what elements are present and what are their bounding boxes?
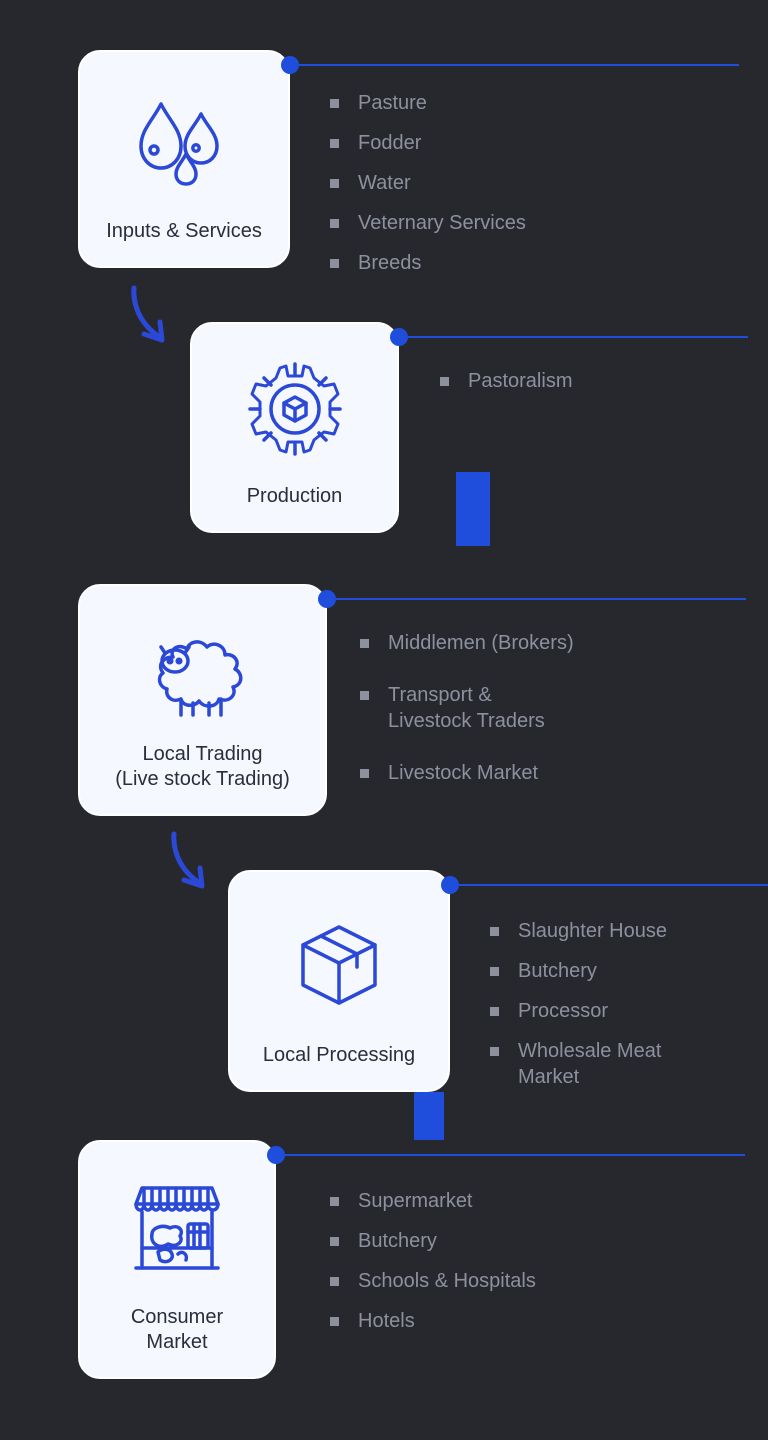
box-icon bbox=[289, 890, 389, 1035]
list-item: Schools & Hospitals bbox=[330, 1268, 536, 1294]
blue-bar bbox=[456, 472, 490, 546]
list-item: Fodder bbox=[330, 130, 526, 156]
stage-production: Production bbox=[190, 322, 399, 533]
list-item: Butchery bbox=[330, 1228, 536, 1254]
list-item: Water bbox=[330, 170, 526, 196]
stage-title: Inputs & Services bbox=[106, 219, 262, 244]
stage-title: Local Trading (Live stock Trading) bbox=[115, 742, 290, 792]
list-item: Processor bbox=[490, 998, 667, 1024]
stage-items-processing: Slaughter House Butchery Processor Whole… bbox=[490, 918, 667, 1104]
connector-dot bbox=[441, 876, 459, 894]
list-item: Pastoralism bbox=[440, 368, 572, 394]
list-item: Wholesale Meat Market bbox=[490, 1038, 667, 1090]
stage-inputs: Inputs & Services bbox=[78, 50, 290, 268]
stage-processing: Local Processing bbox=[228, 870, 450, 1092]
stage-title: Local Processing bbox=[263, 1043, 415, 1068]
list-item: Slaughter House bbox=[490, 918, 667, 944]
stage-items-consumer: Supermarket Butchery Schools & Hospitals… bbox=[330, 1188, 536, 1348]
list-item: Supermarket bbox=[330, 1188, 536, 1214]
blue-bar bbox=[414, 1092, 444, 1140]
list-item: Pasture bbox=[330, 90, 526, 116]
flow-arrow-icon bbox=[156, 830, 226, 900]
connector-dot bbox=[281, 56, 299, 74]
connector-line bbox=[408, 336, 748, 338]
gear-cube-icon bbox=[240, 342, 350, 476]
connector-dot bbox=[390, 328, 408, 346]
connector-dot bbox=[267, 1146, 285, 1164]
connector-dot bbox=[318, 590, 336, 608]
stage-items-inputs: Pasture Fodder Water Veternary Services … bbox=[330, 90, 526, 290]
flow-arrow-icon bbox=[116, 284, 186, 354]
stage-title: Consumer Market bbox=[131, 1305, 223, 1355]
stage-trading: Local Trading (Live stock Trading) bbox=[78, 584, 327, 816]
connector-line bbox=[285, 1154, 745, 1156]
stage-consumer: Consumer Market bbox=[78, 1140, 276, 1379]
connector-line bbox=[299, 64, 739, 66]
stage-items-trading: Middlemen (Brokers) Transport & Livestoc… bbox=[360, 630, 574, 800]
list-item: Livestock Market bbox=[360, 760, 574, 786]
stage-items-production: Pastoralism bbox=[440, 368, 572, 408]
stage-title: Production bbox=[247, 484, 343, 509]
list-item: Veternary Services bbox=[330, 210, 526, 236]
list-item: Butchery bbox=[490, 958, 667, 984]
list-item: Hotels bbox=[330, 1308, 536, 1334]
sheep-icon bbox=[143, 604, 263, 734]
list-item: Breeds bbox=[330, 250, 526, 276]
market-stall-icon bbox=[122, 1160, 232, 1297]
connector-line bbox=[336, 598, 746, 600]
list-item: Transport & Livestock Traders bbox=[360, 682, 574, 734]
connector-line bbox=[459, 884, 768, 886]
list-item: Middlemen (Brokers) bbox=[360, 630, 574, 656]
droplets-icon bbox=[129, 70, 239, 211]
